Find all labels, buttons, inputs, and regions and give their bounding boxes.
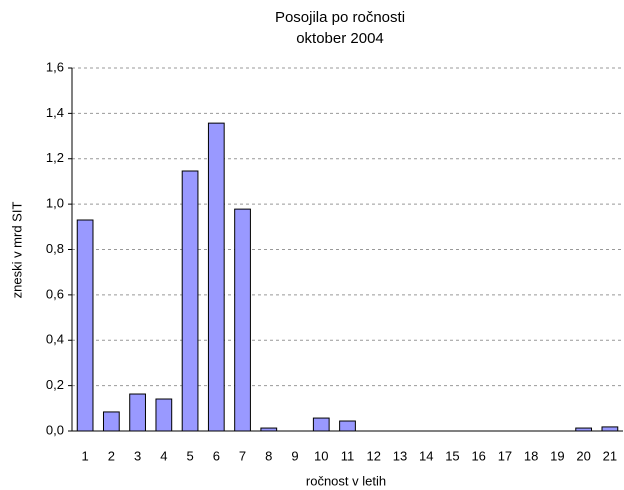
x-tick-label: 10 <box>314 448 328 463</box>
bar <box>601 426 619 432</box>
y-tick-label: 0,0 <box>46 422 64 437</box>
bar <box>181 170 199 432</box>
bar <box>207 122 225 432</box>
x-tick-label: 9 <box>291 448 298 463</box>
y-tick-label: 1,6 <box>46 59 64 74</box>
y-tick-label: 0,2 <box>46 377 64 392</box>
y-tick-label: 1,2 <box>46 150 64 165</box>
x-tick-label: 7 <box>239 448 246 463</box>
x-tick-label: 16 <box>471 448 485 463</box>
x-tick-label: 17 <box>498 448 512 463</box>
x-tick-label: 20 <box>576 448 590 463</box>
x-axis-label: ročnost v letih <box>306 473 386 488</box>
y-tick-label: 1,0 <box>46 196 64 211</box>
bar <box>234 208 251 432</box>
y-tick-label: 0,4 <box>46 332 64 347</box>
x-tick-label: 19 <box>550 448 564 463</box>
x-tick-label: 15 <box>445 448 459 463</box>
x-tick-label: 8 <box>265 448 272 463</box>
x-tick-label: 5 <box>186 448 193 463</box>
y-axis-label: zneski v mrd SIT <box>9 202 24 299</box>
x-tick-label: 12 <box>367 448 381 463</box>
x-tick-label: 3 <box>134 448 141 463</box>
bar <box>339 420 356 432</box>
x-tick-label: 11 <box>341 448 355 463</box>
x-tick-label: 1 <box>82 448 89 463</box>
x-tick-label: 18 <box>524 448 538 463</box>
bar <box>102 411 120 432</box>
x-tick-label: 14 <box>419 448 433 463</box>
bar <box>312 417 330 432</box>
x-tick-label: 2 <box>108 448 115 463</box>
chart-subtitle: oktober 2004 <box>296 30 384 47</box>
x-tick-label: 21 <box>603 448 617 463</box>
x-tick-label: 6 <box>213 448 220 463</box>
y-tick-label: 1,4 <box>46 105 64 120</box>
y-tick-label: 0,6 <box>46 286 64 301</box>
y-tick-label: 0,8 <box>46 241 64 256</box>
x-tick-label: 13 <box>393 448 407 463</box>
chart-title: Posojila po ročnosti <box>275 9 405 26</box>
bar <box>155 398 173 432</box>
bar <box>76 219 94 432</box>
x-tick-label: 4 <box>160 448 167 463</box>
bar <box>129 393 146 432</box>
